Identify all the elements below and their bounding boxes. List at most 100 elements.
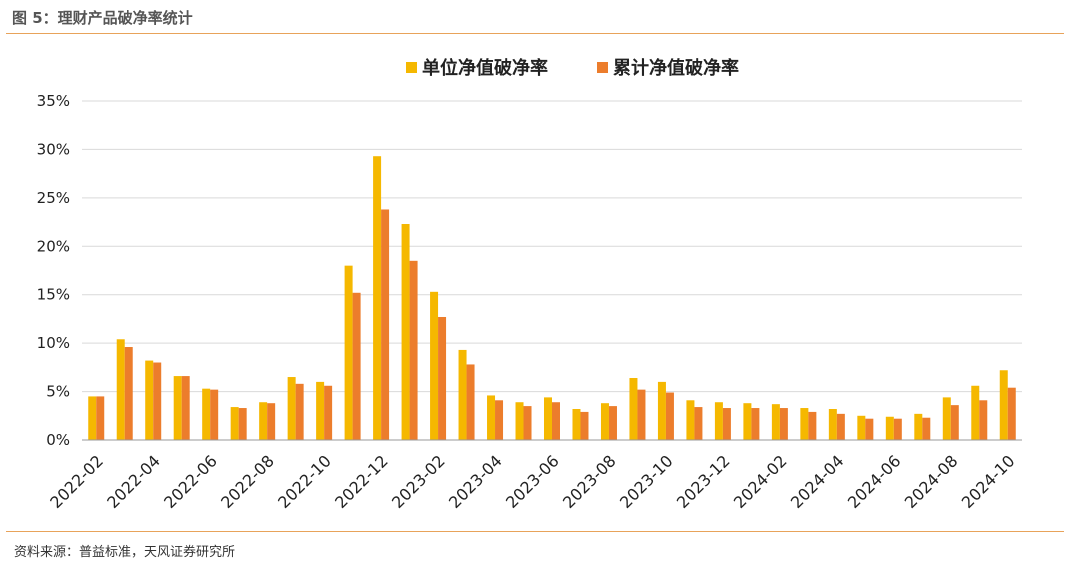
- y-axis-ticks: 0% 5% 10% 15% 20% 25% 30% 35%: [37, 92, 70, 449]
- bar-cumulative-nav: [381, 209, 390, 440]
- x-tick-label: 2023-02: [388, 451, 449, 512]
- bar-cumulative-nav: [295, 383, 304, 440]
- bar-cumulative-nav: [893, 418, 902, 440]
- grid-lines: [82, 100, 1022, 393]
- bar-cumulative-nav: [181, 376, 190, 440]
- bar-cumulative-nav: [836, 413, 845, 440]
- bar-unit-nav: [544, 397, 552, 440]
- bar-cumulative-nav: [153, 362, 162, 440]
- bar-unit-nav: [999, 370, 1008, 440]
- top-divider: [6, 33, 1064, 34]
- y-tick-label: 35%: [37, 92, 70, 110]
- x-tick-label: 2024-08: [901, 451, 962, 512]
- bar-cumulative-nav: [267, 403, 276, 440]
- legend-label: 累计净值破净率: [613, 57, 739, 79]
- bar-cumulative-nav: [324, 385, 333, 440]
- bar-unit-nav: [373, 156, 382, 441]
- x-tick-label: 2022-06: [160, 451, 221, 512]
- bar-cumulative-nav: [124, 347, 133, 440]
- bar-chart: 0%5%10%15%20%25%30%35% 2022-022022-04202…: [37, 57, 1022, 512]
- y-tick-label: 15%: [37, 286, 70, 304]
- bars: [88, 156, 1016, 441]
- y-tick-label: 25%: [37, 189, 70, 207]
- x-tick-label: 2022-08: [217, 451, 278, 512]
- bar-cumulative-nav: [580, 411, 589, 440]
- bar-cumulative-nav: [495, 400, 504, 440]
- bar-unit-nav: [316, 381, 325, 440]
- x-tick-label: 2022-12: [331, 451, 392, 512]
- bar-unit-nav: [173, 376, 182, 440]
- y-tick-label: 20%: [37, 237, 70, 255]
- x-tick-label: 2023-12: [673, 451, 734, 512]
- bar-unit-nav: [515, 402, 524, 440]
- bar-cumulative-nav: [722, 408, 731, 440]
- bar-unit-nav: [771, 404, 780, 440]
- bar-unit-nav: [971, 385, 980, 440]
- source-note: 资料来源：普益标准，天风证券研究所: [14, 545, 236, 560]
- bar-unit-nav: [857, 415, 866, 440]
- x-axis: 2022-022022-042022-062022-082022-102022-…: [46, 439, 1022, 512]
- bar-unit-nav: [116, 339, 125, 440]
- bar-cumulative-nav: [238, 408, 247, 440]
- bar-cumulative-nav: [865, 418, 874, 440]
- x-tick-label: 2023-06: [502, 451, 563, 512]
- bar-unit-nav: [828, 409, 837, 440]
- bar-cumulative-nav: [438, 316, 447, 440]
- y-tick-label: 30%: [37, 140, 70, 158]
- legend: 单位净值破净率 累计净值破净率: [406, 57, 739, 79]
- bottom-divider: [6, 531, 1064, 532]
- bar-unit-nav: [230, 407, 239, 440]
- bar-cumulative-nav: [779, 408, 788, 440]
- bar-unit-nav: [686, 400, 695, 440]
- x-tick-label: 2023-08: [559, 451, 620, 512]
- bar-cumulative-nav: [637, 389, 646, 440]
- bar-unit-nav: [914, 413, 923, 440]
- bar-cumulative-nav: [210, 389, 219, 440]
- bar-unit-nav: [572, 409, 581, 440]
- x-tick-label: 2024-02: [730, 451, 791, 512]
- bar-unit-nav: [942, 397, 951, 440]
- bar-cumulative-nav: [922, 417, 931, 440]
- bar-unit-nav: [88, 396, 97, 440]
- bar-cumulative-nav: [979, 400, 988, 440]
- bar-cumulative-nav: [1007, 387, 1016, 440]
- bar-unit-nav: [487, 395, 496, 440]
- bar-unit-nav: [600, 403, 609, 440]
- bar-unit-nav: [259, 402, 268, 440]
- bar-unit-nav: [202, 388, 211, 440]
- bar-unit-nav: [743, 403, 752, 440]
- bar-cumulative-nav: [694, 407, 703, 440]
- y-tick-label: 0%: [46, 431, 70, 449]
- bar-unit-nav: [145, 360, 154, 440]
- bar-cumulative-nav: [665, 392, 674, 440]
- bar-cumulative-nav: [808, 411, 817, 440]
- bar-unit-nav: [430, 291, 439, 440]
- bar-unit-nav: [458, 349, 467, 440]
- y-tick-label: 5%: [46, 383, 70, 401]
- x-tick-label: 2022-02: [46, 451, 107, 512]
- legend-swatch: [406, 62, 417, 73]
- figure-title: 图 5：理财产品破净率统计: [12, 9, 193, 27]
- x-tick-label: 2024-10: [958, 451, 1019, 512]
- bar-cumulative-nav: [552, 402, 560, 440]
- x-tick-label: 2022-04: [103, 451, 164, 512]
- bar-cumulative-nav: [466, 364, 475, 440]
- bar-cumulative-nav: [751, 408, 760, 440]
- bar-unit-nav: [344, 265, 353, 440]
- bar-unit-nav: [401, 224, 410, 440]
- bar-cumulative-nav: [96, 396, 105, 440]
- legend-swatch: [597, 62, 608, 73]
- bar-cumulative-nav: [608, 406, 617, 440]
- x-tick-label: 2022-10: [274, 451, 335, 512]
- y-tick-label: 10%: [37, 334, 70, 352]
- bar-unit-nav: [629, 378, 638, 440]
- x-tick-label: 2023-04: [445, 451, 506, 512]
- x-tick-label: 2024-06: [844, 451, 905, 512]
- bar-cumulative-nav: [523, 406, 532, 440]
- x-tick-label: 2023-10: [616, 451, 677, 512]
- legend-label: 单位净值破净率: [422, 57, 548, 79]
- bar-unit-nav: [800, 408, 809, 440]
- bar-unit-nav: [657, 381, 666, 440]
- bar-unit-nav: [714, 402, 723, 440]
- x-tick-label: 2024-04: [787, 451, 848, 512]
